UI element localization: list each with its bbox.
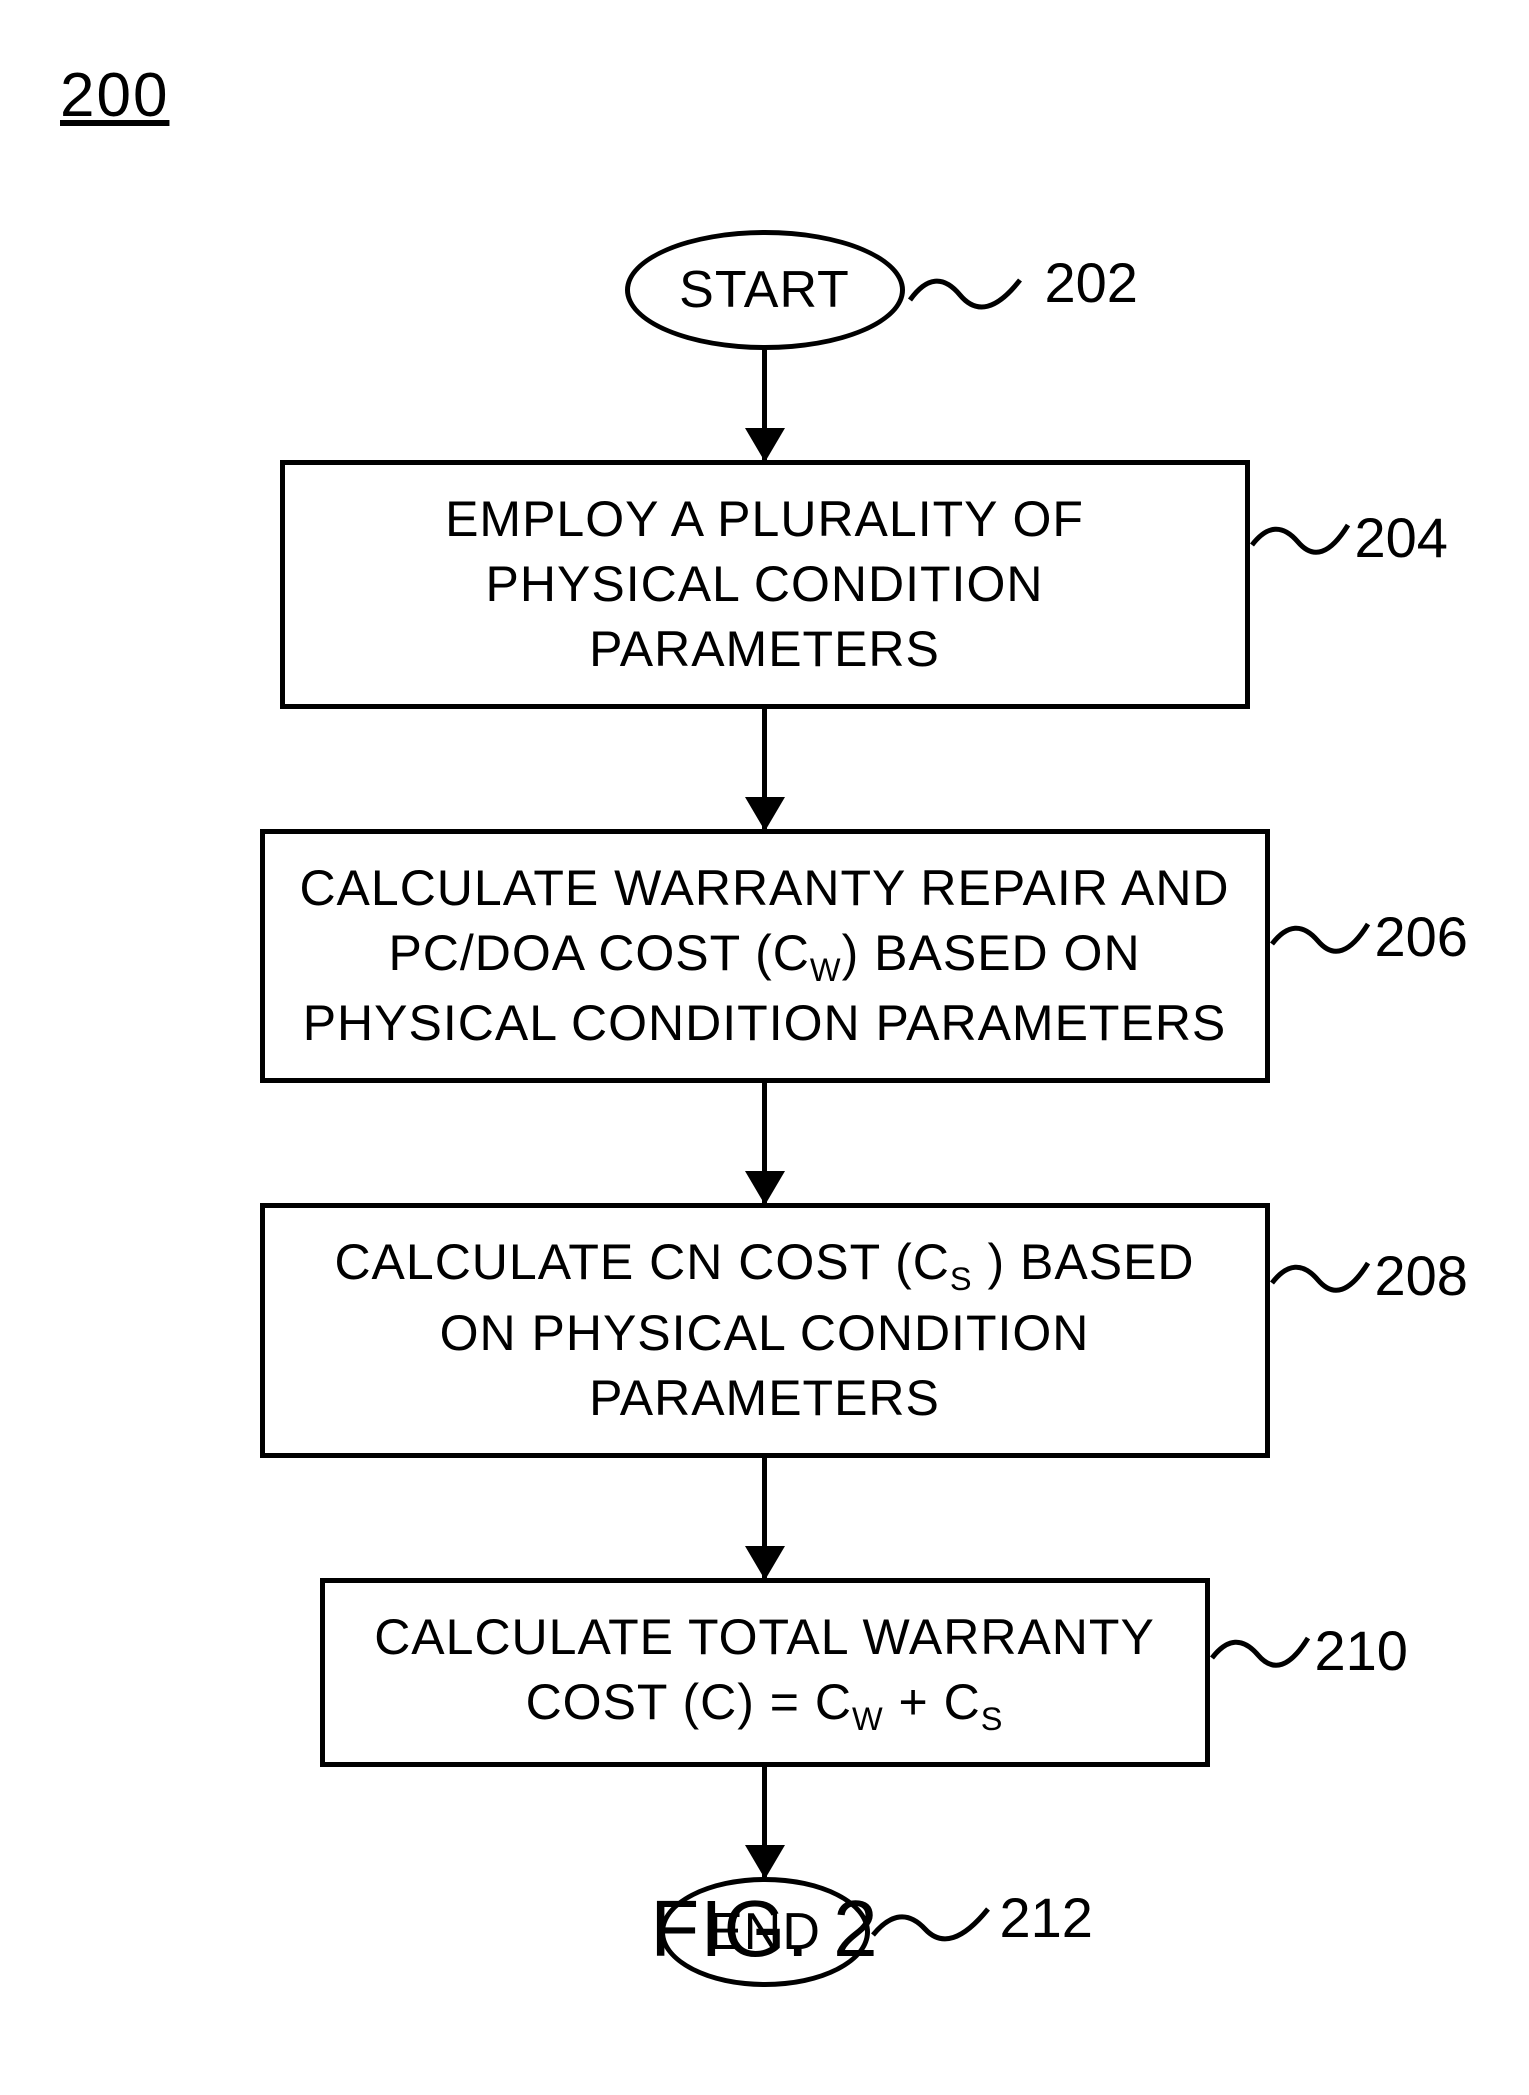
leader-line-icon: [1250, 510, 1350, 565]
leader-line-icon: [1210, 1623, 1310, 1678]
row-step4: CALCULATE TOTAL WARRANTY COST (C) = CW +…: [0, 1578, 1529, 1767]
process-calc-warranty-repair-cost: CALCULATE WARRANTY REPAIR AND PC/DOA COS…: [260, 829, 1270, 1083]
arrow-down-icon: [762, 350, 767, 460]
row-step3: CALCULATE CN COST (CS ) BASED ON PHYSICA…: [0, 1203, 1529, 1457]
terminal-start: START: [625, 230, 905, 350]
process-calc-total-cost: CALCULATE TOTAL WARRANTY COST (C) = CW +…: [320, 1578, 1210, 1767]
arrow-down-icon: [762, 1458, 767, 1578]
callout-202: 202: [1045, 250, 1138, 315]
row-start: START 202: [0, 230, 1529, 350]
arrow-down-icon: [762, 1083, 767, 1203]
process-employ-parameters: EMPLOY A PLURALITY OF PHYSICAL CONDITION…: [280, 460, 1250, 709]
flowchart: START 202 EMPLOY A PLURALITY OF PHYSICAL…: [0, 230, 1529, 1987]
leader-line-icon: [905, 260, 1025, 320]
callout-210: 210: [1315, 1618, 1408, 1683]
figure-label: FIG. 2: [0, 1883, 1529, 1975]
callout-206: 206: [1375, 904, 1468, 969]
callout-204: 204: [1355, 505, 1448, 570]
leader-line-icon: [1270, 1248, 1370, 1303]
page: 200 START 202 EMPLOY A PLURALITY OF PHYS…: [0, 0, 1529, 2095]
figure-reference-number: 200: [60, 60, 169, 131]
arrow-down-icon: [762, 709, 767, 829]
arrow-down-icon: [762, 1767, 767, 1877]
process-calc-cn-cost: CALCULATE CN COST (CS ) BASED ON PHYSICA…: [260, 1203, 1270, 1457]
row-step2: CALCULATE WARRANTY REPAIR AND PC/DOA COS…: [0, 829, 1529, 1083]
row-step1: EMPLOY A PLURALITY OF PHYSICAL CONDITION…: [0, 460, 1529, 709]
callout-208: 208: [1375, 1243, 1468, 1308]
leader-line-icon: [1270, 909, 1370, 964]
